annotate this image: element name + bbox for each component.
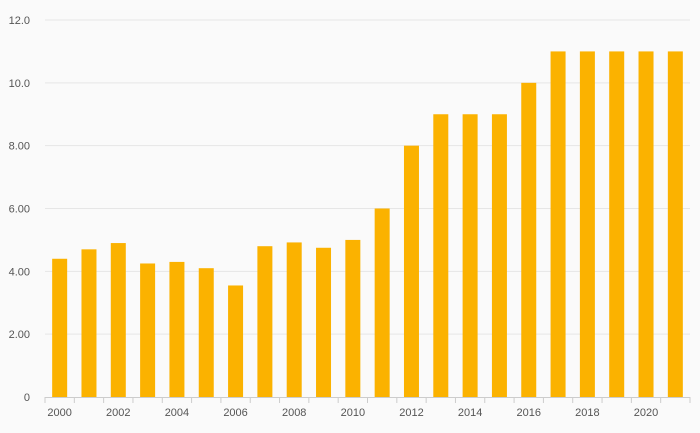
y-tick-label: 8.00 [9, 141, 30, 153]
bar-2005[interactable] [198, 268, 214, 397]
y-tick-label: 0 [24, 392, 30, 404]
bar-2007[interactable] [257, 246, 273, 397]
x-tick-label: 2012 [399, 407, 423, 419]
bar-2000[interactable] [52, 258, 68, 397]
x-tick-label: 2008 [282, 407, 306, 419]
bar-2001[interactable] [81, 249, 97, 397]
x-tick-label: 2014 [458, 407, 482, 419]
bar-2015[interactable] [491, 114, 507, 397]
y-tick-label: 4.00 [9, 266, 30, 278]
x-tick-label: 2006 [223, 407, 247, 419]
x-tick-label: 2004 [165, 407, 189, 419]
bars [52, 51, 683, 398]
bar-2008[interactable] [286, 242, 302, 397]
bar-2021[interactable] [667, 51, 683, 398]
x-tick-label: 2016 [517, 407, 541, 419]
bar-2016[interactable] [521, 82, 537, 397]
bar-2010[interactable] [345, 239, 361, 397]
x-axis-ticks: 2000 2002 2004 2006 2008 2010 2012 2014 2016 2018… [47, 407, 658, 419]
bar-2002[interactable] [110, 243, 126, 397]
bar-2011[interactable] [374, 208, 390, 398]
bar-2013[interactable] [433, 114, 449, 397]
x-tick-label: 2002 [106, 407, 130, 419]
y-tick-label: 2.00 [9, 329, 30, 341]
bar-2012[interactable] [403, 145, 419, 397]
x-tick-label: 2020 [634, 407, 658, 419]
y-tick-label: 10.0 [9, 78, 30, 90]
bar-2014[interactable] [462, 114, 478, 397]
bar-2018[interactable] [579, 51, 595, 398]
bar-2009[interactable] [316, 247, 332, 397]
bar-2004[interactable] [169, 261, 185, 397]
bar-2020[interactable] [638, 51, 654, 398]
x-tick-label: 2010 [341, 407, 365, 419]
y-tick-label: 6.00 [9, 204, 30, 216]
x-axis [44, 397, 691, 403]
x-tick-label: 2000 [47, 407, 71, 419]
bar-2003[interactable] [140, 263, 156, 397]
bar-2006[interactable] [228, 285, 244, 397]
bar-2017[interactable] [550, 51, 566, 398]
x-tick-label: 2018 [575, 407, 599, 419]
bar-2019[interactable] [609, 51, 625, 398]
y-tick-label: 12.0 [9, 15, 30, 27]
y-axis-ticks: 0 2.00 4.00 6.00 8.00 10.0 12.0 [9, 15, 30, 404]
